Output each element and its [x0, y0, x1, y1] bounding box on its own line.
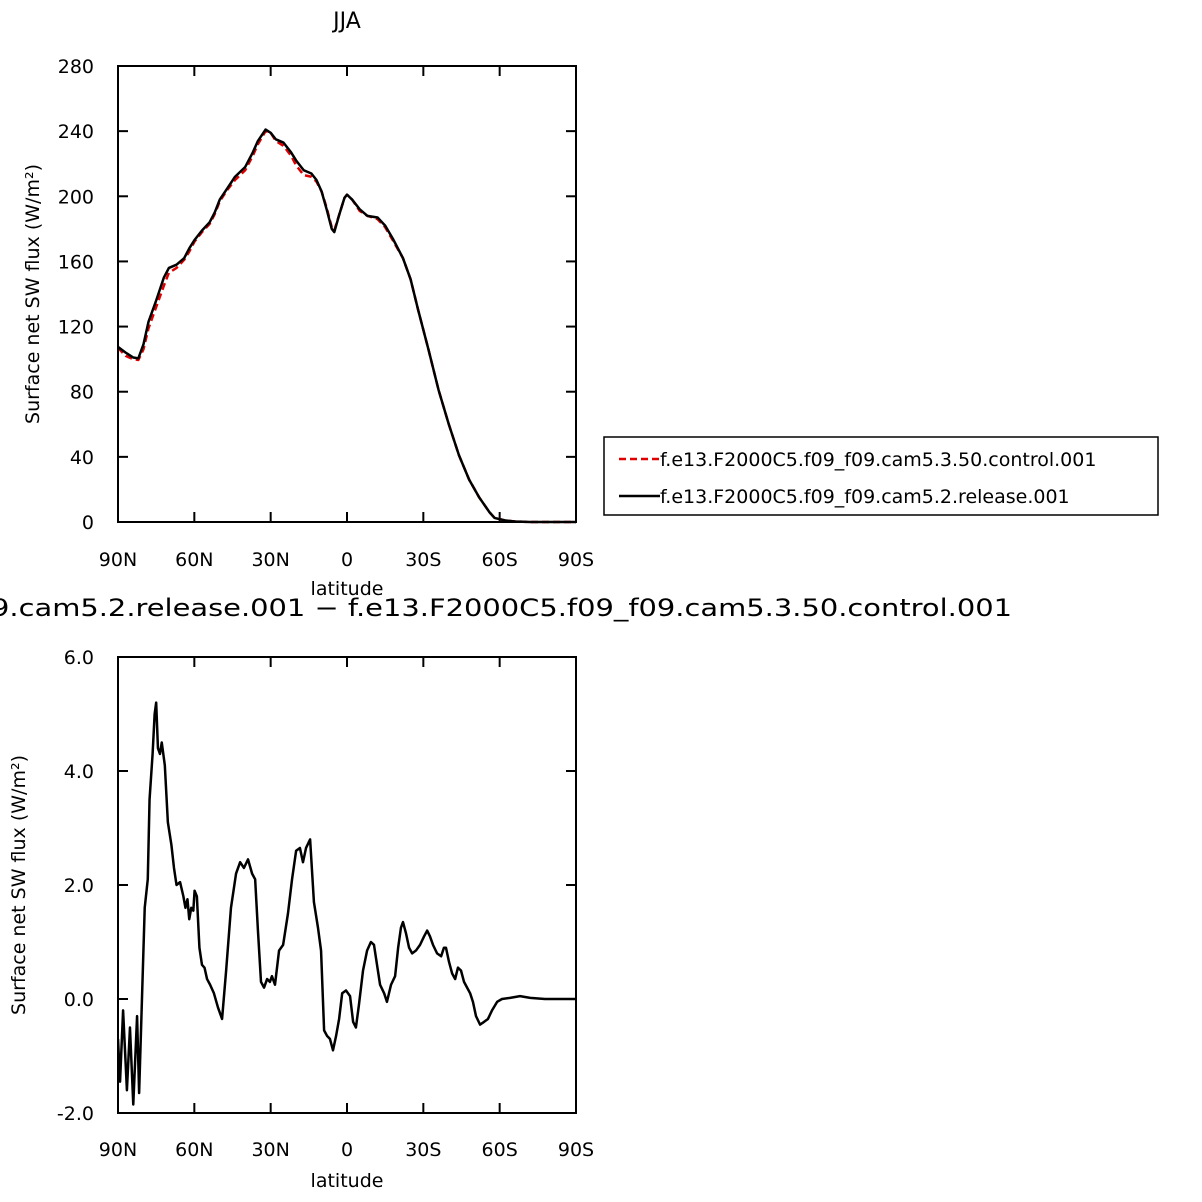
x-tick-label: 60S	[482, 1139, 518, 1161]
x-axis-label: latitude	[311, 1170, 384, 1192]
y-tick-label: 280	[58, 56, 94, 78]
legend-label: f.e13.F2000C5.f09_f09.cam5.3.50.control.…	[660, 449, 1096, 471]
plot-data	[118, 701, 576, 1106]
x-tick-label: 90S	[558, 549, 594, 571]
y-tick-label: 40	[70, 447, 94, 469]
chart: f.e13.F2000C5.f09_f09.cam5.2.release.001…	[0, 594, 1012, 1192]
plot-frame	[117, 65, 577, 523]
plot-data	[118, 128, 576, 524]
legend-label: f.e13.F2000C5.f09_f09.cam5.2.release.001	[660, 486, 1070, 508]
data-line	[118, 128, 576, 524]
data-line	[118, 701, 576, 1106]
chart-title: JJA	[331, 9, 361, 34]
y-axis-label: Surface net SW flux (W/m²)	[22, 164, 44, 424]
y-tick-label: 80	[70, 382, 94, 404]
y-tick-label: 160	[58, 251, 94, 273]
y-tick-label: 2.0	[64, 875, 94, 897]
chart: JJA 90N 60N 30N 0 30S 60S 90S 0 40 80 120 160 200 240 2…	[22, 9, 1159, 600]
y-tick-label: -2.0	[57, 1103, 94, 1125]
x-axis-label: latitude	[311, 578, 384, 600]
y-axis-label: Surface net SW flux (W/m²)	[8, 755, 30, 1015]
y-tick-label: 200	[58, 186, 94, 208]
x-tick-label: 90N	[99, 549, 137, 571]
chart-title: f.e13.F2000C5.f09_f09.cam5.2.release.001…	[0, 594, 1012, 622]
x-tick-label: 60N	[175, 1139, 213, 1161]
plot-frame	[117, 656, 577, 1114]
y-tick-label: 0.0	[64, 989, 94, 1011]
x-tick-label: 60N	[175, 549, 213, 571]
y-tick-label: 6.0	[64, 647, 94, 669]
x-tick-label: 30S	[405, 549, 441, 571]
x-tick-label: 90N	[99, 1139, 137, 1161]
x-tick-label: 30N	[251, 549, 289, 571]
legend-box	[603, 436, 1159, 516]
y-tick-label: 4.0	[64, 761, 94, 783]
y-tick-label: 120	[58, 317, 94, 339]
x-tick-label: 30S	[405, 1139, 441, 1161]
y-tick-label: 240	[58, 121, 94, 143]
x-tick-label: 60S	[482, 549, 518, 571]
x-tick-label: 90S	[558, 1139, 594, 1161]
x-tick-label: 0	[341, 549, 353, 571]
x-tick-label: 0	[341, 1139, 353, 1161]
x-tick-label: 30N	[251, 1139, 289, 1161]
y-tick-label: 0	[82, 512, 94, 534]
